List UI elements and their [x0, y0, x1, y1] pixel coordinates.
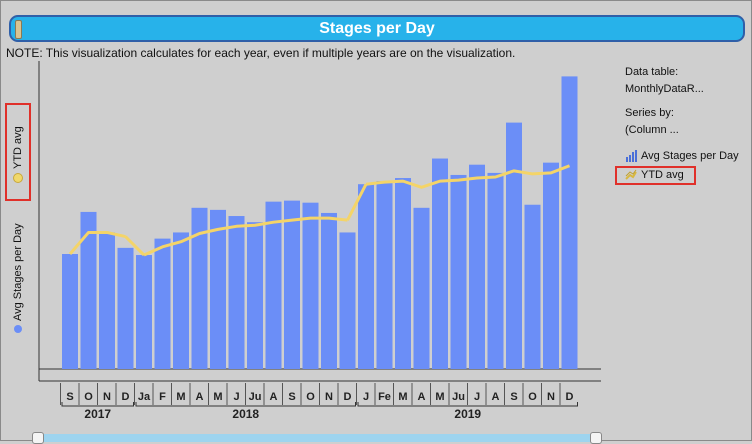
x-tick-label: A [196, 391, 204, 403]
bar[interactable] [339, 232, 356, 369]
x-tick-label: Ja [138, 391, 151, 403]
legend-item-avg[interactable]: Avg Stages per Day [625, 150, 739, 162]
year-bracket [357, 402, 578, 407]
x-tick-label: N [547, 391, 555, 403]
horizontal-scrollbar[interactable] [35, 434, 601, 442]
x-tick-label: A [492, 391, 500, 403]
series-by-value[interactable]: (Column ... [625, 124, 679, 136]
x-tick-label: M [398, 391, 407, 403]
y-axis-highlight-box [5, 103, 31, 201]
x-tick-label: A [270, 391, 278, 403]
scrollbar-left-handle[interactable] [32, 432, 44, 444]
x-tick-label: O [306, 391, 315, 403]
bar[interactable] [524, 204, 541, 369]
data-table-label: Data table: [625, 66, 679, 78]
bar[interactable] [358, 184, 374, 369]
x-tick-label: D [122, 391, 130, 403]
x-tick-label: S [288, 391, 295, 403]
ytd-line-connector [124, 235, 146, 257]
bar[interactable] [395, 178, 411, 369]
bar[interactable] [561, 76, 578, 370]
x-tick-label: Ju [249, 391, 262, 403]
x-tick-label: M [435, 391, 444, 403]
series-by-label: Series by: [625, 107, 674, 119]
ytd-line-connector [346, 183, 368, 221]
year-bracket [61, 402, 134, 407]
x-tick-label: J [233, 391, 239, 403]
legend-item-ytd[interactable]: YTD avg [625, 169, 684, 181]
scrollbar-right-handle[interactable] [590, 432, 602, 444]
bar[interactable] [210, 209, 226, 369]
bar[interactable] [154, 238, 171, 369]
x-tick-label: O [528, 391, 537, 403]
bar-chart-icon [626, 150, 637, 162]
bar[interactable] [487, 172, 504, 369]
bar[interactable] [173, 232, 189, 369]
year-bracket [135, 402, 356, 407]
bar[interactable] [284, 200, 300, 369]
bar[interactable] [191, 207, 208, 369]
x-tick-label: Fe [378, 391, 391, 403]
bar[interactable] [469, 164, 485, 369]
year-label: 2019 [454, 407, 481, 421]
bar[interactable] [228, 216, 245, 369]
bar[interactable] [506, 122, 522, 369]
page-title: Stages per Day [319, 20, 435, 37]
bar[interactable] [543, 162, 559, 369]
x-tick-label: M [176, 391, 185, 403]
x-tick-label: Ju [452, 391, 465, 403]
x-tick-label: J [474, 391, 480, 403]
x-tick-label: D [566, 391, 574, 403]
year-label: 2017 [84, 407, 111, 421]
x-tick-label: S [66, 391, 73, 403]
drag-handle-icon[interactable] [15, 20, 22, 39]
bar[interactable] [136, 255, 152, 369]
bar[interactable] [247, 222, 263, 369]
data-table-value[interactable]: MonthlyDataR... [625, 83, 704, 95]
line-chart-icon [625, 169, 637, 180]
bar[interactable] [302, 202, 319, 369]
year-label: 2018 [232, 407, 259, 421]
bar[interactable] [450, 174, 467, 369]
title-bar[interactable]: Stages per Day [9, 15, 745, 42]
legend-label-ytd: YTD avg [641, 169, 684, 181]
x-tick-label: N [103, 391, 111, 403]
bar[interactable] [80, 211, 97, 369]
bar[interactable] [413, 207, 430, 369]
x-tick-label: D [344, 391, 352, 403]
x-tick-label: N [325, 391, 333, 403]
x-tick-label: S [510, 391, 517, 403]
bar[interactable] [99, 232, 115, 369]
x-tick-label: J [363, 391, 369, 403]
bar[interactable] [432, 158, 448, 369]
bar[interactable] [62, 254, 78, 369]
legend-label-avg: Avg Stages per Day [641, 150, 739, 162]
ytd-line[interactable] [68, 230, 126, 255]
bar[interactable] [265, 201, 282, 369]
x-tick-label: F [159, 391, 166, 403]
bar[interactable] [321, 212, 337, 369]
ytd-line[interactable] [143, 216, 348, 257]
x-tick-label: O [84, 391, 93, 403]
bar[interactable] [376, 181, 393, 369]
x-tick-label: M [213, 391, 222, 403]
x-tick-label: A [418, 391, 426, 403]
ytd-line[interactable] [365, 164, 571, 189]
legend-highlight-box [615, 166, 696, 185]
note-text: NOTE: This visualization calculates for … [6, 46, 516, 60]
bar[interactable] [117, 247, 134, 369]
